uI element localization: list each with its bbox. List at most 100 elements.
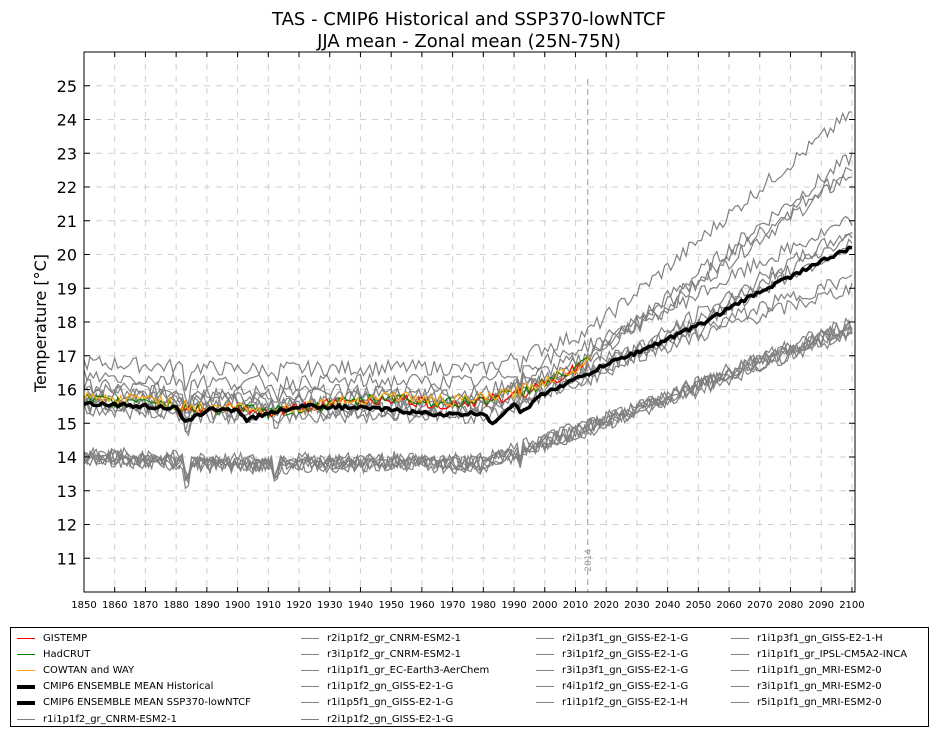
legend-item: r3i1p1f2_gr_CNRM-ESM2-1 [301,646,489,662]
member-line [83,331,853,482]
grid: 2014 [83,52,855,592]
legend-item: r1i1p1f1_gn_MRI-ESM2-0 [731,662,907,678]
legend-swatch [731,637,749,639]
x-tick-label: 2070 [747,600,772,611]
member-line [83,317,853,485]
legend-label: r3i1p1f2_gr_CNRM-ESM2-1 [327,648,461,660]
legend-swatch [17,669,35,671]
x-tick-label: 1930 [317,600,342,611]
legend-swatch [17,684,35,689]
series-layer [83,111,853,490]
legend-item: r4i1p1f2_gn_GISS-E2-1-G [536,679,688,695]
legend-label: r3i1p1f2_gn_GISS-E2-1-G [562,648,689,660]
x-tick-label: 1940 [348,600,373,611]
axes: 1850 1860 1870 1880 1890 1900 1910 1920 1930 1940… [57,51,865,611]
y-tick-label: 17 [57,347,77,366]
legend-item: r2i1p3f1_gn_GISS-E2-1-G [536,630,688,646]
x-tick-label: 1860 [102,600,127,611]
legend-label: r3i1p1f1_gn_MRI-ESM2-0 [757,681,882,693]
legend-label: r1i1p1f2_gr_CNRM-ESM2-1 [43,713,177,725]
legend-item: r2i1p1f2_gn_GISS-E2-1-G [301,711,489,727]
x-tick-label: 1920 [286,600,311,611]
legend-swatch [17,637,35,639]
x-tick-label: 1990 [501,600,526,611]
x-tick-label: 2100 [839,600,864,611]
legend-swatch [731,702,749,704]
member-line [83,153,853,414]
legend-item: r1i1p1f1_gr_IPSL-CM5A2-INCA [731,646,907,662]
legend-label: r5i1p1f1_gn_MRI-ESM2-0 [757,697,882,709]
x-tick-label: 1980 [471,600,496,611]
legend-swatch [536,702,554,704]
legend-label: r4i1p1f2_gn_GISS-E2-1-G [562,681,689,693]
legend-item: r1i1p3f1_gn_GISS-E2-1-H [731,630,907,646]
legend-swatch [17,700,35,705]
chart-title: TAS - CMIP6 Historical and SSP370-lowNTC… [271,9,666,30]
y-tick-label: 13 [57,482,77,501]
x-tick-label: 1900 [225,600,250,611]
x-tick-label: 1890 [194,600,219,611]
legend-item: r3i1p3f1_gn_GISS-E2-1-G [536,662,688,678]
x-tick-label: 2010 [563,600,588,611]
legend-label: CMIP6 ENSEMBLE MEAN Historical [43,681,214,693]
x-tick-label: 1960 [409,600,434,611]
y-tick-label: 16 [57,381,77,400]
legend-label: r1i1p1f1_gr_EC-Earth3-AerChem [327,664,490,676]
legend-label: r1i1p1f2_gn_GISS-E2-1-G [327,681,454,693]
legend-swatch [536,637,554,639]
legend-item: GISTEMP [17,630,251,646]
y-tick-label: 25 [57,77,77,96]
chart: TAS - CMIP6 Historical and SSP370-lowNTC… [31,9,865,611]
legend: GISTEMP HadCRUT COWTAN and WAY CMIP6 ENSEMB… [10,627,929,727]
legend-swatch [301,637,319,639]
x-tick-label: 2080 [778,600,803,611]
legend-swatch [301,653,319,655]
legend-item: r1i1p1f2_gn_GISS-E2-1-H [536,695,688,711]
legend-swatch [536,653,554,655]
x-tick-label: 1970 [440,600,465,611]
x-tick-label: 1950 [378,600,403,611]
legend-swatch [731,653,749,655]
y-axis-label: Temperature [°C] [31,254,50,393]
x-tick-label: 2050 [686,600,711,611]
x-tick-label: 2040 [655,600,680,611]
y-tick-label: 18 [57,313,77,332]
legend-column: r1i1p3f1_gn_GISS-E2-1-H r1i1p1f1_gr_IPSL-… [731,630,907,711]
legend-item: HadCRUT [17,646,251,662]
legend-item: CMIP6 ENSEMBLE MEAN SSP370-lowNTCF [17,695,251,711]
y-tick-label: 22 [57,178,77,197]
legend-label: r1i1p1f2_gn_GISS-E2-1-H [562,697,688,709]
legend-item: r5i1p1f1_gn_MRI-ESM2-0 [731,695,907,711]
legend-swatch [731,669,749,671]
member-line [83,111,852,392]
legend-swatch [301,718,319,720]
legend-swatch [731,686,749,688]
legend-item: COWTAN and WAY [17,662,251,678]
legend-column: GISTEMP HadCRUT COWTAN and WAY CMIP6 ENSEMB… [17,630,251,727]
member-line [83,274,853,423]
legend-swatch [536,669,554,671]
legend-label: GISTEMP [43,632,88,644]
y-tick-label: 14 [57,448,77,467]
y-tick-label: 11 [57,549,77,568]
legend-swatch [301,669,319,671]
member-line [83,215,853,408]
x-tick-label: 1870 [133,600,158,611]
y-tick-label: 21 [57,212,77,231]
legend-label: r2i1p3f1_gn_GISS-E2-1-G [562,632,689,644]
legend-label: r1i1p3f1_gn_GISS-E2-1-H [757,632,883,644]
legend-column: r2i1p3f1_gn_GISS-E2-1-G r3i1p1f2_gn_GISS-… [536,630,688,711]
y-tick-label: 15 [57,414,77,433]
legend-label: CMIP6 ENSEMBLE MEAN SSP370-lowNTCF [43,697,251,709]
legend-item: r2i1p1f2_gr_CNRM-ESM2-1 [301,630,489,646]
x-tick-label: 2060 [716,600,741,611]
legend-label: r1i1p1f1_gn_MRI-ESM2-0 [757,664,882,676]
legend-swatch [536,686,554,688]
x-tick-label: 2020 [593,600,618,611]
legend-label: r3i1p3f1_gn_GISS-E2-1-G [562,664,689,676]
legend-label: r2i1p1f2_gn_GISS-E2-1-G [327,713,454,725]
x-tick-label: 2000 [532,600,557,611]
legend-item: r1i1p1f1_gr_EC-Earth3-AerChem [301,662,489,678]
legend-label: COWTAN and WAY [43,664,135,676]
legend-item: r1i1p1f2_gn_GISS-E2-1-G [301,679,489,695]
